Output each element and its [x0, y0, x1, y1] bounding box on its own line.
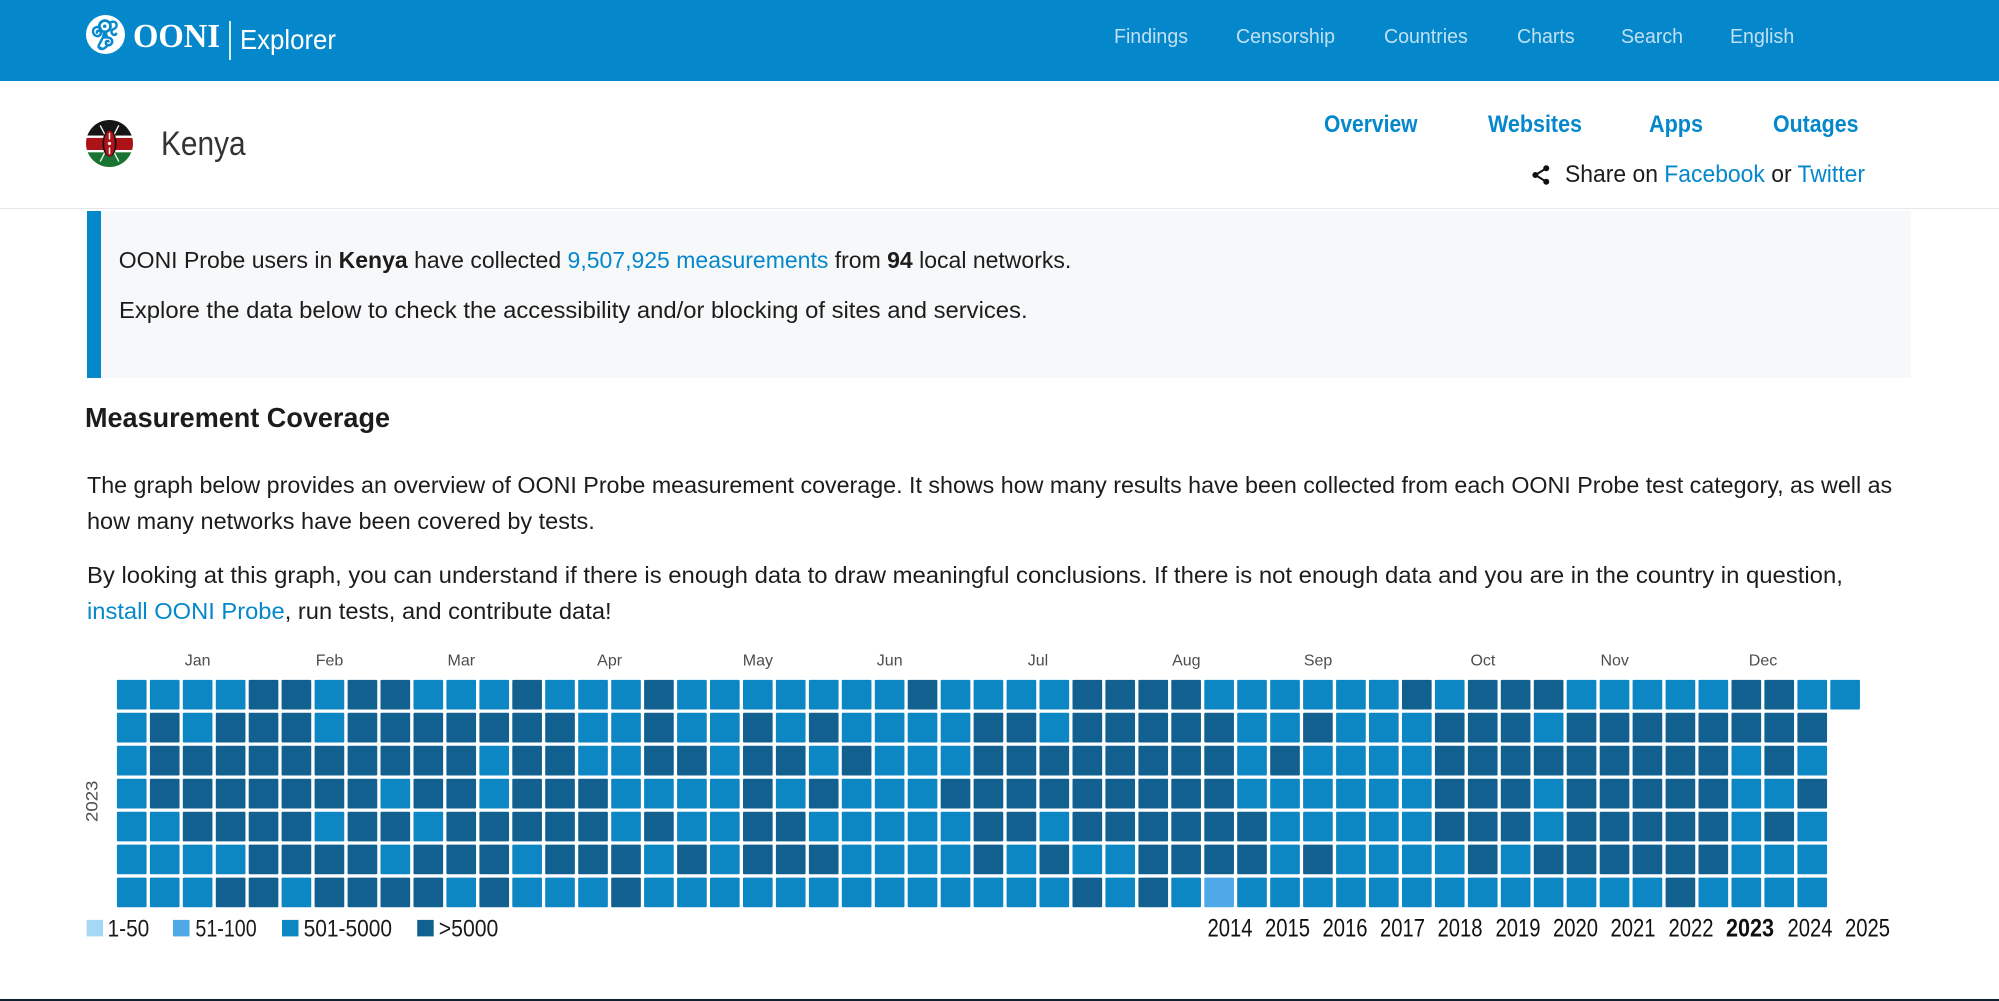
- svg-text:Dec: Dec: [1749, 652, 1777, 669]
- svg-text:Jun: Jun: [877, 652, 903, 669]
- svg-text:2025: 2025: [1845, 914, 1890, 942]
- svg-text:>5000: >5000: [439, 915, 499, 942]
- svg-text:51-100: 51-100: [195, 915, 256, 942]
- svg-text:2016: 2016: [1323, 914, 1368, 942]
- svg-text:Mar: Mar: [448, 652, 476, 669]
- svg-text:2015: 2015: [1265, 914, 1310, 942]
- svg-text:2020: 2020: [1553, 914, 1598, 942]
- svg-text:2018: 2018: [1438, 914, 1483, 942]
- svg-text:Apr: Apr: [597, 652, 623, 669]
- svg-text:Jul: Jul: [1028, 652, 1048, 669]
- svg-text:Nov: Nov: [1600, 652, 1628, 669]
- svg-text:2014: 2014: [1208, 914, 1253, 942]
- svg-text:May: May: [743, 652, 773, 669]
- svg-text:Feb: Feb: [316, 652, 344, 669]
- svg-text:Jan: Jan: [185, 652, 211, 669]
- svg-text:2023: 2023: [1726, 914, 1774, 942]
- svg-text:2022: 2022: [1669, 914, 1714, 942]
- svg-text:1-50: 1-50: [108, 915, 150, 942]
- svg-text:Aug: Aug: [1172, 652, 1200, 669]
- svg-text:501-5000: 501-5000: [304, 915, 392, 942]
- svg-text:2017: 2017: [1380, 914, 1425, 942]
- svg-text:2023: 2023: [82, 781, 101, 822]
- svg-text:2019: 2019: [1496, 914, 1541, 942]
- svg-text:2021: 2021: [1611, 914, 1656, 942]
- svg-text:Sep: Sep: [1304, 652, 1333, 669]
- svg-text:Oct: Oct: [1470, 652, 1495, 669]
- svg-text:2024: 2024: [1788, 914, 1833, 942]
